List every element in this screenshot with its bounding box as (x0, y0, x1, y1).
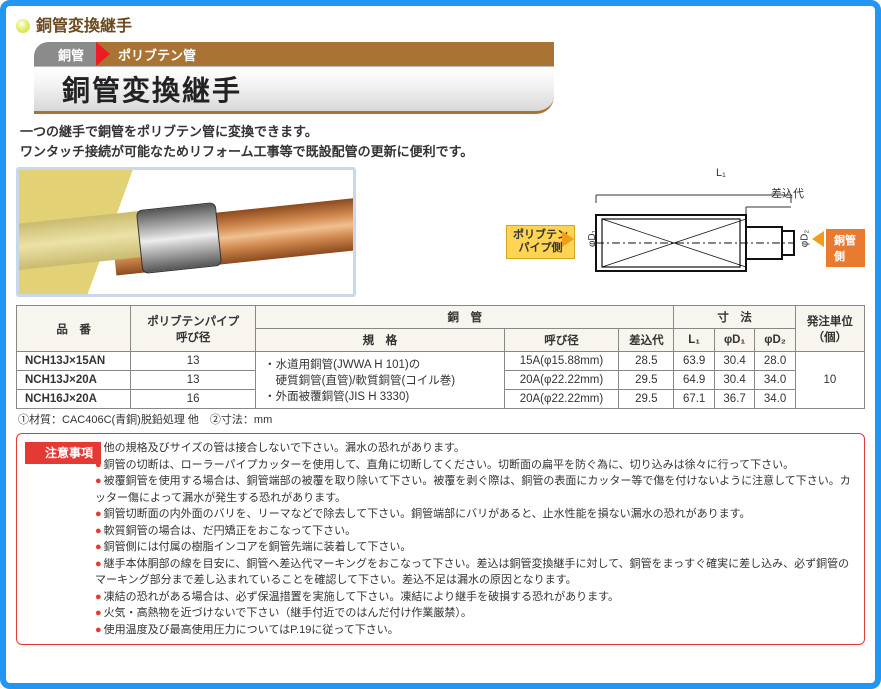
triangle-arrow-icon (96, 42, 110, 66)
th-copper: 銅 管 (256, 306, 674, 329)
spec-table: 品 番 ポリブテンパイプ 呼び径 銅 管 寸 法 発注単位 （個） 規 格 呼び… (16, 305, 865, 409)
caution-item: 被覆銅管を使用する場合は、銅管端部の被覆を取り除いて下さい。被覆を剥ぐ際は、銅管… (95, 473, 856, 506)
main-title: 銅管変換継手 (34, 66, 554, 114)
cell-d1: 30.4 (714, 352, 754, 371)
cell-spec-text: ・水道用銅管(JWWA H 101)の 硬質銅管(直管)/軟質銅管(コイル巻) … (256, 352, 505, 409)
cell-d2: 28.0 (755, 352, 795, 371)
cell-sashi: 28.5 (619, 352, 674, 371)
coupling-illustration (136, 202, 222, 274)
cell-order-unit: 10 (795, 352, 864, 409)
th-l1: L₁ (674, 329, 714, 352)
cell-d2: 34.0 (755, 390, 795, 409)
figures-row: L₁ 差込代 φD₁ φD₂ ポリブテン パイプ側 銅管側 (16, 167, 865, 297)
dim-d1-label: φD₁ (587, 230, 598, 247)
cell-poly: 13 (131, 371, 256, 390)
arrow-left-icon (812, 231, 824, 247)
page-heading: 銅管変換継手 (16, 12, 865, 36)
cell-item: NCH13J×20A (17, 371, 131, 390)
caution-box: ▶注意事項 他の規格及びサイズの管は接合しないで下さい。漏水の恐れがあります。 … (16, 433, 865, 645)
th-poly-dia: ポリブテンパイプ 呼び径 (131, 306, 256, 352)
description: 一つの継手で銅管をポリブテン管に変換できます。 ワンタッチ接続が可能なためリフォ… (20, 122, 865, 161)
desc-line-2: ワンタッチ接続が可能なためリフォーム工事等で既設配管の更新に便利です。 (20, 142, 865, 162)
dimension-diagram: L₁ 差込代 φD₁ φD₂ ポリブテン パイプ側 銅管側 (366, 167, 865, 297)
table-row: NCH13J×15AN 13 ・水道用銅管(JWWA H 101)の 硬質銅管(… (17, 352, 865, 371)
caution-list: 他の規格及びサイズの管は接合しないで下さい。漏水の恐れがあります。 銅管の切断は… (95, 440, 856, 638)
title-block: 銅管 ポリブテン管 銅管変換継手 (34, 42, 554, 114)
cell-sashi: 29.5 (619, 371, 674, 390)
cell-call: 20A(φ22.22mm) (504, 371, 619, 390)
caution-item: 使用温度及び最高使用圧力についてはP.19に従って下さい。 (95, 622, 856, 639)
th-item-no: 品 番 (17, 306, 131, 352)
product-photo (16, 167, 356, 297)
caution-item: 銅管側には付属の樹脂インコアを銅管先端に装着して下さい。 (95, 539, 856, 556)
th-call-dia: 呼び径 (504, 329, 619, 352)
cell-item: NCH13J×15AN (17, 352, 131, 371)
caution-item: 軟質銅管の場合は、だ円矯正をおこなって下さい。 (95, 523, 856, 540)
table-footnote: ①材質：CAC406C(青銅)脱鉛処理 他 ②寸法：mm (18, 411, 865, 427)
cell-l1: 63.9 (674, 352, 714, 371)
bullet-icon (16, 19, 30, 33)
tab-copper: 銅管 (34, 42, 96, 66)
cell-l1: 64.9 (674, 371, 714, 390)
cell-item: NCH16J×20A (17, 390, 131, 409)
dim-d2-label: φD₂ (799, 230, 810, 248)
desc-line-1: 一つの継手で銅管をポリブテン管に変換できます。 (20, 122, 865, 142)
th-d2: φD₂ (755, 329, 795, 352)
cell-d2: 34.0 (755, 371, 795, 390)
caution-item: 銅管切断面の内外面のバリを、リーマなどで除去して下さい。銅管端部にバリがあると、… (95, 506, 856, 523)
cell-d1: 36.7 (714, 390, 754, 409)
caution-item: 銅管の切断は、ローラーパイプカッターを使用して、直角に切断してください。切断面の… (95, 457, 856, 474)
caution-item: 継手本体胴部の線を目安に、銅管へ差込代マーキングをおこなって下さい。差込は銅管変… (95, 556, 856, 589)
cell-d1: 30.4 (714, 371, 754, 390)
fitting-cross-section-icon (576, 193, 806, 283)
th-d1: φD₁ (714, 329, 754, 352)
caution-item: 他の規格及びサイズの管は接合しないで下さい。漏水の恐れがあります。 (95, 440, 856, 457)
cell-call: 15A(φ15.88mm) (504, 352, 619, 371)
th-order-unit: 発注単位 （個） (795, 306, 864, 352)
title-tabs: 銅管 ポリブテン管 (34, 42, 554, 66)
caution-item: 凍結の恐れがある場合は、必ず保温措置を実施して下さい。凍結により継手を破損する恐… (95, 589, 856, 606)
copper-side-label: 銅管側 (826, 229, 865, 267)
cell-call: 20A(φ22.22mm) (504, 390, 619, 409)
tab-polybutene: ポリブテン管 (110, 42, 554, 66)
caution-item: 火気・高熱物を近づけないで下さい（継手付近でのはんだ付け作業厳禁）。 (95, 605, 856, 622)
th-sashi: 差込代 (619, 329, 674, 352)
cell-poly: 13 (131, 352, 256, 371)
th-dims: 寸 法 (674, 306, 795, 329)
cell-l1: 67.1 (674, 390, 714, 409)
dim-l1-label: L₁ (716, 167, 726, 179)
caution-label: ▶注意事項 (25, 442, 101, 464)
th-spec: 規 格 (256, 329, 505, 352)
cell-poly: 16 (131, 390, 256, 409)
heading-text: 銅管変換継手 (36, 18, 132, 35)
cell-sashi: 29.5 (619, 390, 674, 409)
arrow-right-icon (562, 231, 574, 247)
